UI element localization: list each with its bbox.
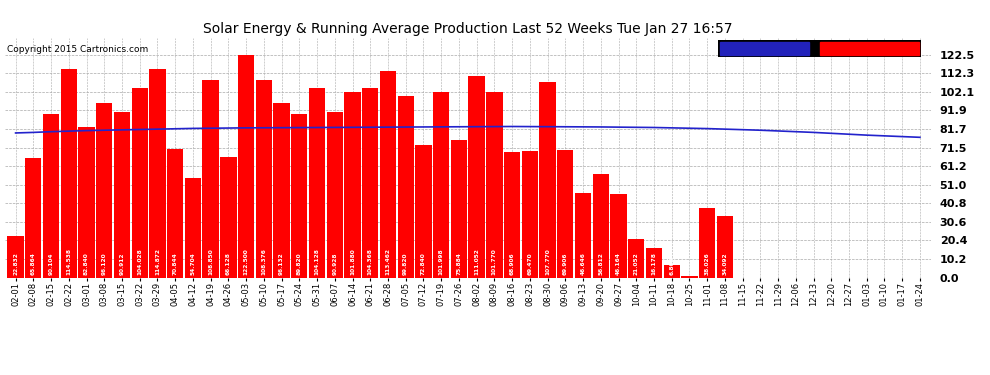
Bar	[345, 92, 360, 278]
Text: 34.092: 34.092	[723, 252, 728, 275]
Bar	[273, 103, 290, 278]
Title: Solar Energy & Running Average Production Last 52 Weeks Tue Jan 27 16:57: Solar Energy & Running Average Productio…	[203, 22, 733, 36]
Bar	[486, 93, 503, 278]
Bar	[717, 216, 733, 278]
Text: 82.840: 82.840	[84, 252, 89, 275]
Bar	[96, 103, 113, 278]
Text: 108.850: 108.850	[208, 248, 213, 275]
Text: 54.704: 54.704	[190, 252, 195, 275]
Text: 104.368: 104.368	[367, 248, 373, 275]
Text: 46.646: 46.646	[580, 252, 585, 275]
Bar	[504, 152, 521, 278]
Text: 90.104: 90.104	[49, 252, 53, 275]
Text: 104.128: 104.128	[315, 248, 320, 275]
Bar	[540, 81, 555, 278]
Text: 21.052: 21.052	[634, 252, 639, 275]
Text: 96.132: 96.132	[279, 252, 284, 275]
Bar	[663, 265, 680, 278]
Bar	[362, 88, 378, 278]
Text: 99.820: 99.820	[403, 252, 408, 275]
Text: 70.844: 70.844	[172, 252, 177, 275]
Bar	[25, 158, 42, 278]
Text: 101.880: 101.880	[350, 248, 355, 275]
Bar	[522, 151, 538, 278]
Text: 22.832: 22.832	[13, 252, 18, 275]
Bar	[43, 114, 59, 278]
Bar	[185, 178, 201, 278]
Bar	[238, 55, 254, 278]
Text: 114.538: 114.538	[66, 248, 71, 275]
Text: 16.178: 16.178	[651, 252, 656, 275]
Bar	[593, 174, 609, 278]
Bar	[309, 88, 325, 278]
Bar	[681, 276, 698, 278]
Bar	[291, 114, 308, 278]
Bar	[433, 92, 449, 278]
Text: 75.884: 75.884	[456, 252, 461, 275]
Bar	[575, 193, 591, 278]
Text: 90.912: 90.912	[120, 252, 125, 275]
Text: 56.812: 56.812	[598, 252, 603, 275]
Bar	[78, 127, 95, 278]
Text: 72.840: 72.840	[421, 252, 426, 275]
Bar	[203, 80, 219, 278]
Text: 66.128: 66.128	[226, 252, 231, 275]
Bar	[114, 112, 130, 278]
Bar	[220, 157, 237, 278]
Bar	[628, 239, 644, 278]
Bar	[450, 140, 467, 278]
Bar	[415, 145, 432, 278]
Text: 111.052: 111.052	[474, 248, 479, 275]
Text: 46.164: 46.164	[616, 252, 621, 275]
Text: 68.906: 68.906	[510, 252, 515, 275]
Text: 114.872: 114.872	[155, 248, 160, 275]
Bar	[398, 96, 414, 278]
Bar	[255, 81, 272, 278]
Text: 104.028: 104.028	[138, 248, 143, 275]
Text: 101.998: 101.998	[439, 248, 444, 275]
Text: 107.770: 107.770	[545, 248, 550, 275]
Text: 69.906: 69.906	[562, 252, 568, 275]
Bar	[611, 194, 627, 278]
Text: 122.500: 122.500	[244, 248, 248, 275]
Bar	[380, 71, 396, 278]
Text: Copyright 2015 Cartronics.com: Copyright 2015 Cartronics.com	[7, 45, 148, 54]
Bar	[132, 88, 148, 278]
Bar	[327, 112, 343, 278]
Bar	[149, 69, 165, 278]
Text: 90.928: 90.928	[333, 252, 338, 275]
Text: 96.120: 96.120	[102, 252, 107, 275]
Text: 108.376: 108.376	[261, 248, 266, 275]
Bar	[8, 236, 24, 278]
Text: 113.462: 113.462	[385, 248, 390, 275]
Bar	[699, 209, 716, 278]
Text: 6.808: 6.808	[669, 256, 674, 275]
Text: 101.770: 101.770	[492, 248, 497, 275]
Bar	[60, 69, 77, 278]
Text: 69.470: 69.470	[528, 252, 533, 275]
Bar	[645, 248, 662, 278]
Bar	[557, 150, 573, 278]
Bar	[468, 76, 485, 278]
Bar	[167, 149, 183, 278]
Text: 89.820: 89.820	[297, 252, 302, 275]
Text: 38.026: 38.026	[705, 252, 710, 275]
Text: 65.864: 65.864	[31, 252, 36, 275]
